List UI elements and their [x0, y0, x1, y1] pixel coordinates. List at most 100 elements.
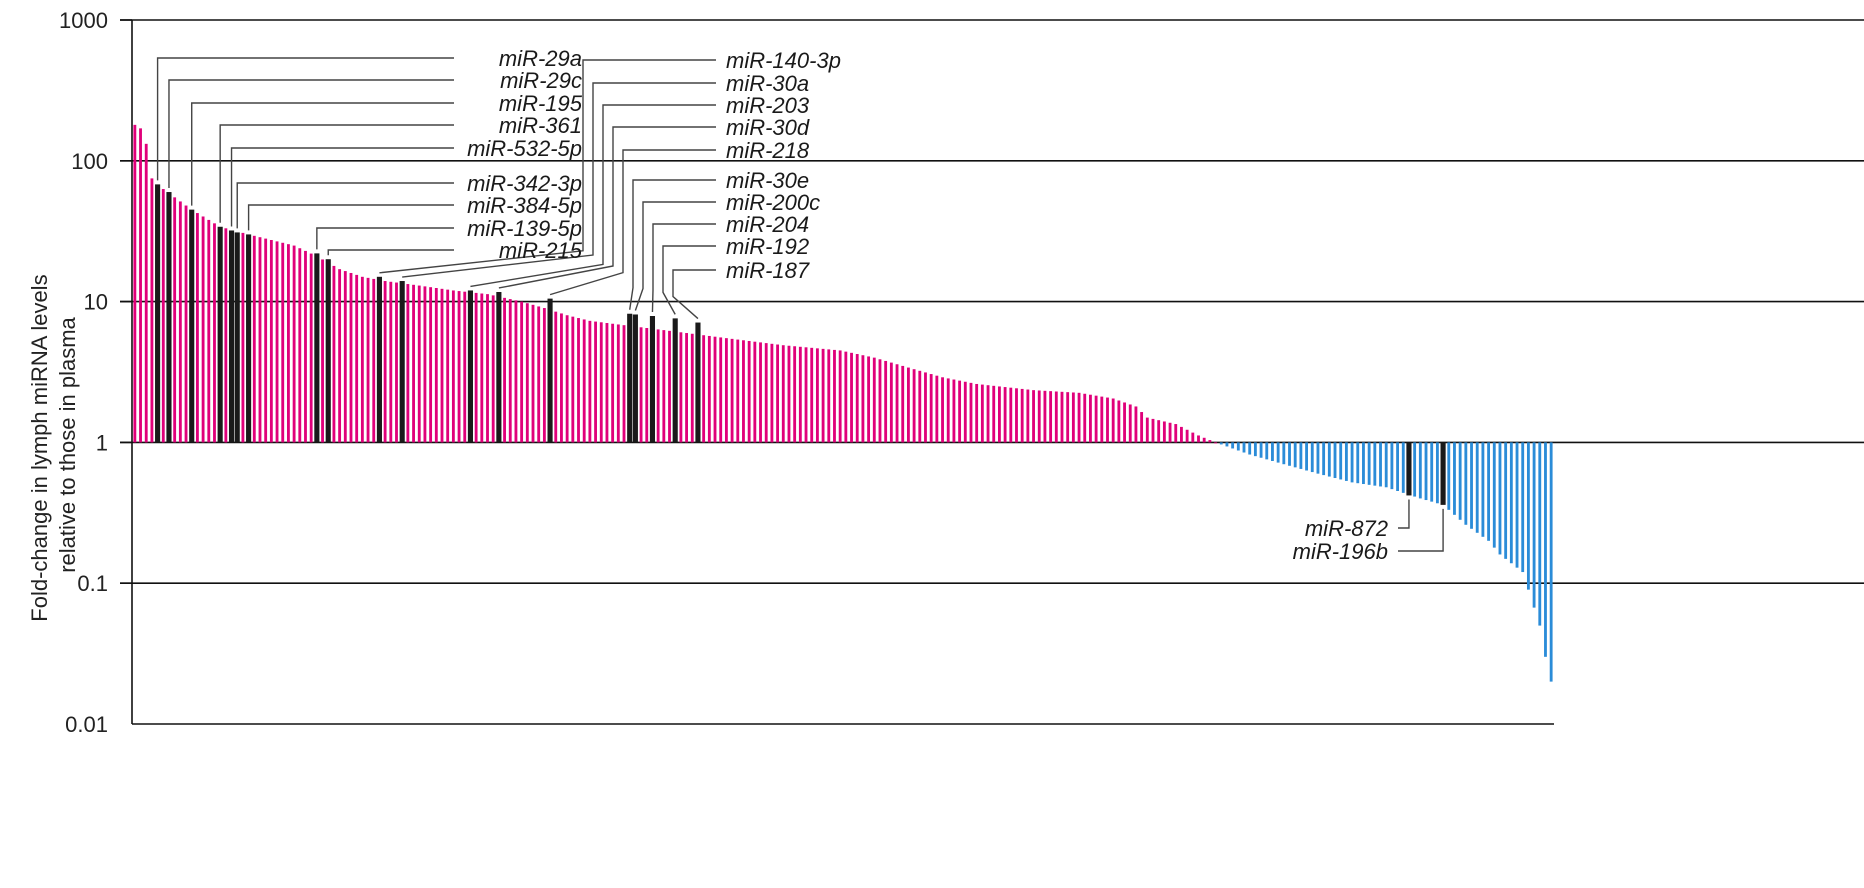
bar-up — [480, 293, 484, 443]
annotation-miR-218: miR-218 — [726, 138, 810, 163]
bar-up — [787, 345, 791, 443]
bar-up — [1111, 398, 1115, 443]
bar-up — [292, 245, 296, 443]
bar-miR-29c — [166, 192, 172, 443]
bar-up — [952, 379, 956, 443]
bar-up — [446, 289, 450, 443]
bar-up — [1009, 387, 1013, 443]
bar-down — [1271, 442, 1274, 461]
bar-up — [1003, 387, 1007, 443]
bar-up — [838, 350, 842, 443]
bar-down — [1424, 442, 1428, 501]
bar-up — [486, 294, 489, 443]
bar-up — [389, 281, 393, 443]
bar-up — [434, 288, 438, 443]
bar-up — [1168, 422, 1172, 443]
bar-up — [525, 303, 529, 443]
leader-miR-342-3p — [236, 182, 454, 229]
bar-up — [417, 285, 421, 443]
annotation-miR-30d: miR-30d — [726, 115, 810, 140]
bar-up — [639, 327, 643, 443]
bar-up — [298, 248, 302, 443]
bar-down — [1487, 442, 1491, 541]
bar-down — [1282, 442, 1286, 465]
bar-up — [594, 321, 597, 443]
bar-up — [975, 383, 979, 443]
bar-up — [343, 271, 347, 443]
bar-up — [207, 219, 211, 443]
bar-down — [1259, 442, 1263, 458]
bar-up — [537, 306, 541, 443]
bar-down — [1458, 442, 1462, 520]
bar-up — [355, 274, 359, 443]
annotation-miR-29a: miR-29a — [499, 46, 582, 71]
bar-down — [1418, 442, 1422, 499]
bar-down — [1231, 442, 1235, 449]
bar-up — [1043, 390, 1047, 443]
bar-up — [685, 333, 689, 443]
bar-up — [980, 384, 984, 443]
bar-up — [1117, 400, 1121, 443]
annotation-miR-29c: miR-29c — [500, 68, 582, 93]
bar-down — [1305, 442, 1308, 471]
bar-down — [1447, 442, 1451, 510]
bar-down — [1236, 442, 1240, 451]
bar-up — [719, 337, 723, 443]
bar-up — [1208, 440, 1212, 443]
bar-up — [1037, 390, 1041, 443]
bar-up — [133, 124, 137, 443]
bar-up — [736, 339, 740, 443]
bar-up — [878, 359, 882, 443]
bar-miR-361 — [217, 226, 223, 443]
bar-up — [531, 304, 535, 443]
bar-up — [195, 213, 199, 443]
bar-up — [668, 330, 671, 443]
bar-up — [747, 340, 751, 443]
leader-miR-140-3p — [379, 59, 716, 274]
bar-up — [1015, 388, 1018, 443]
bar-down — [1316, 442, 1320, 474]
bar-up — [1100, 396, 1104, 443]
bar-miR-196b — [1440, 442, 1446, 505]
bar-up — [150, 178, 154, 443]
leader-miR-200c — [634, 201, 716, 311]
annotation-miR-30e: miR-30e — [726, 168, 809, 193]
bar-up — [161, 189, 165, 443]
bar-up — [707, 335, 711, 443]
bar-up — [349, 272, 353, 443]
bar-up — [884, 360, 888, 443]
leader-miR-30e — [629, 179, 716, 310]
bar-up — [463, 291, 467, 443]
bar-up — [804, 347, 808, 443]
leader-miR-29c — [168, 79, 454, 189]
bar-down — [1521, 442, 1525, 573]
bar-up — [1032, 390, 1035, 443]
bar-up — [395, 282, 398, 443]
bar-down — [1362, 442, 1365, 485]
bar-up — [366, 277, 370, 443]
bar-miR-200c — [632, 314, 638, 443]
bar-up — [855, 354, 859, 443]
bar-up — [520, 301, 524, 443]
bar-up — [867, 356, 871, 443]
bar-up — [582, 319, 586, 443]
bar-up — [776, 344, 780, 443]
bar-up — [508, 299, 512, 443]
bar-miR-872 — [1406, 442, 1412, 496]
leader-miR-139-5p — [316, 227, 454, 250]
bar-up — [929, 374, 933, 443]
bar-up — [662, 330, 666, 443]
bar-up — [844, 351, 848, 443]
bar-up — [912, 369, 916, 443]
annotation-miR-384-5p: miR-384-5p — [467, 193, 582, 218]
bar-up — [656, 329, 660, 443]
bar-up — [1020, 388, 1024, 443]
bar-up — [753, 341, 757, 443]
annotation-miR-30a: miR-30a — [726, 71, 809, 96]
bar-up — [1083, 393, 1087, 443]
bar-up — [1140, 412, 1144, 443]
bar-up — [1066, 392, 1070, 443]
bar-up — [360, 276, 364, 443]
bar-down — [1248, 442, 1252, 455]
